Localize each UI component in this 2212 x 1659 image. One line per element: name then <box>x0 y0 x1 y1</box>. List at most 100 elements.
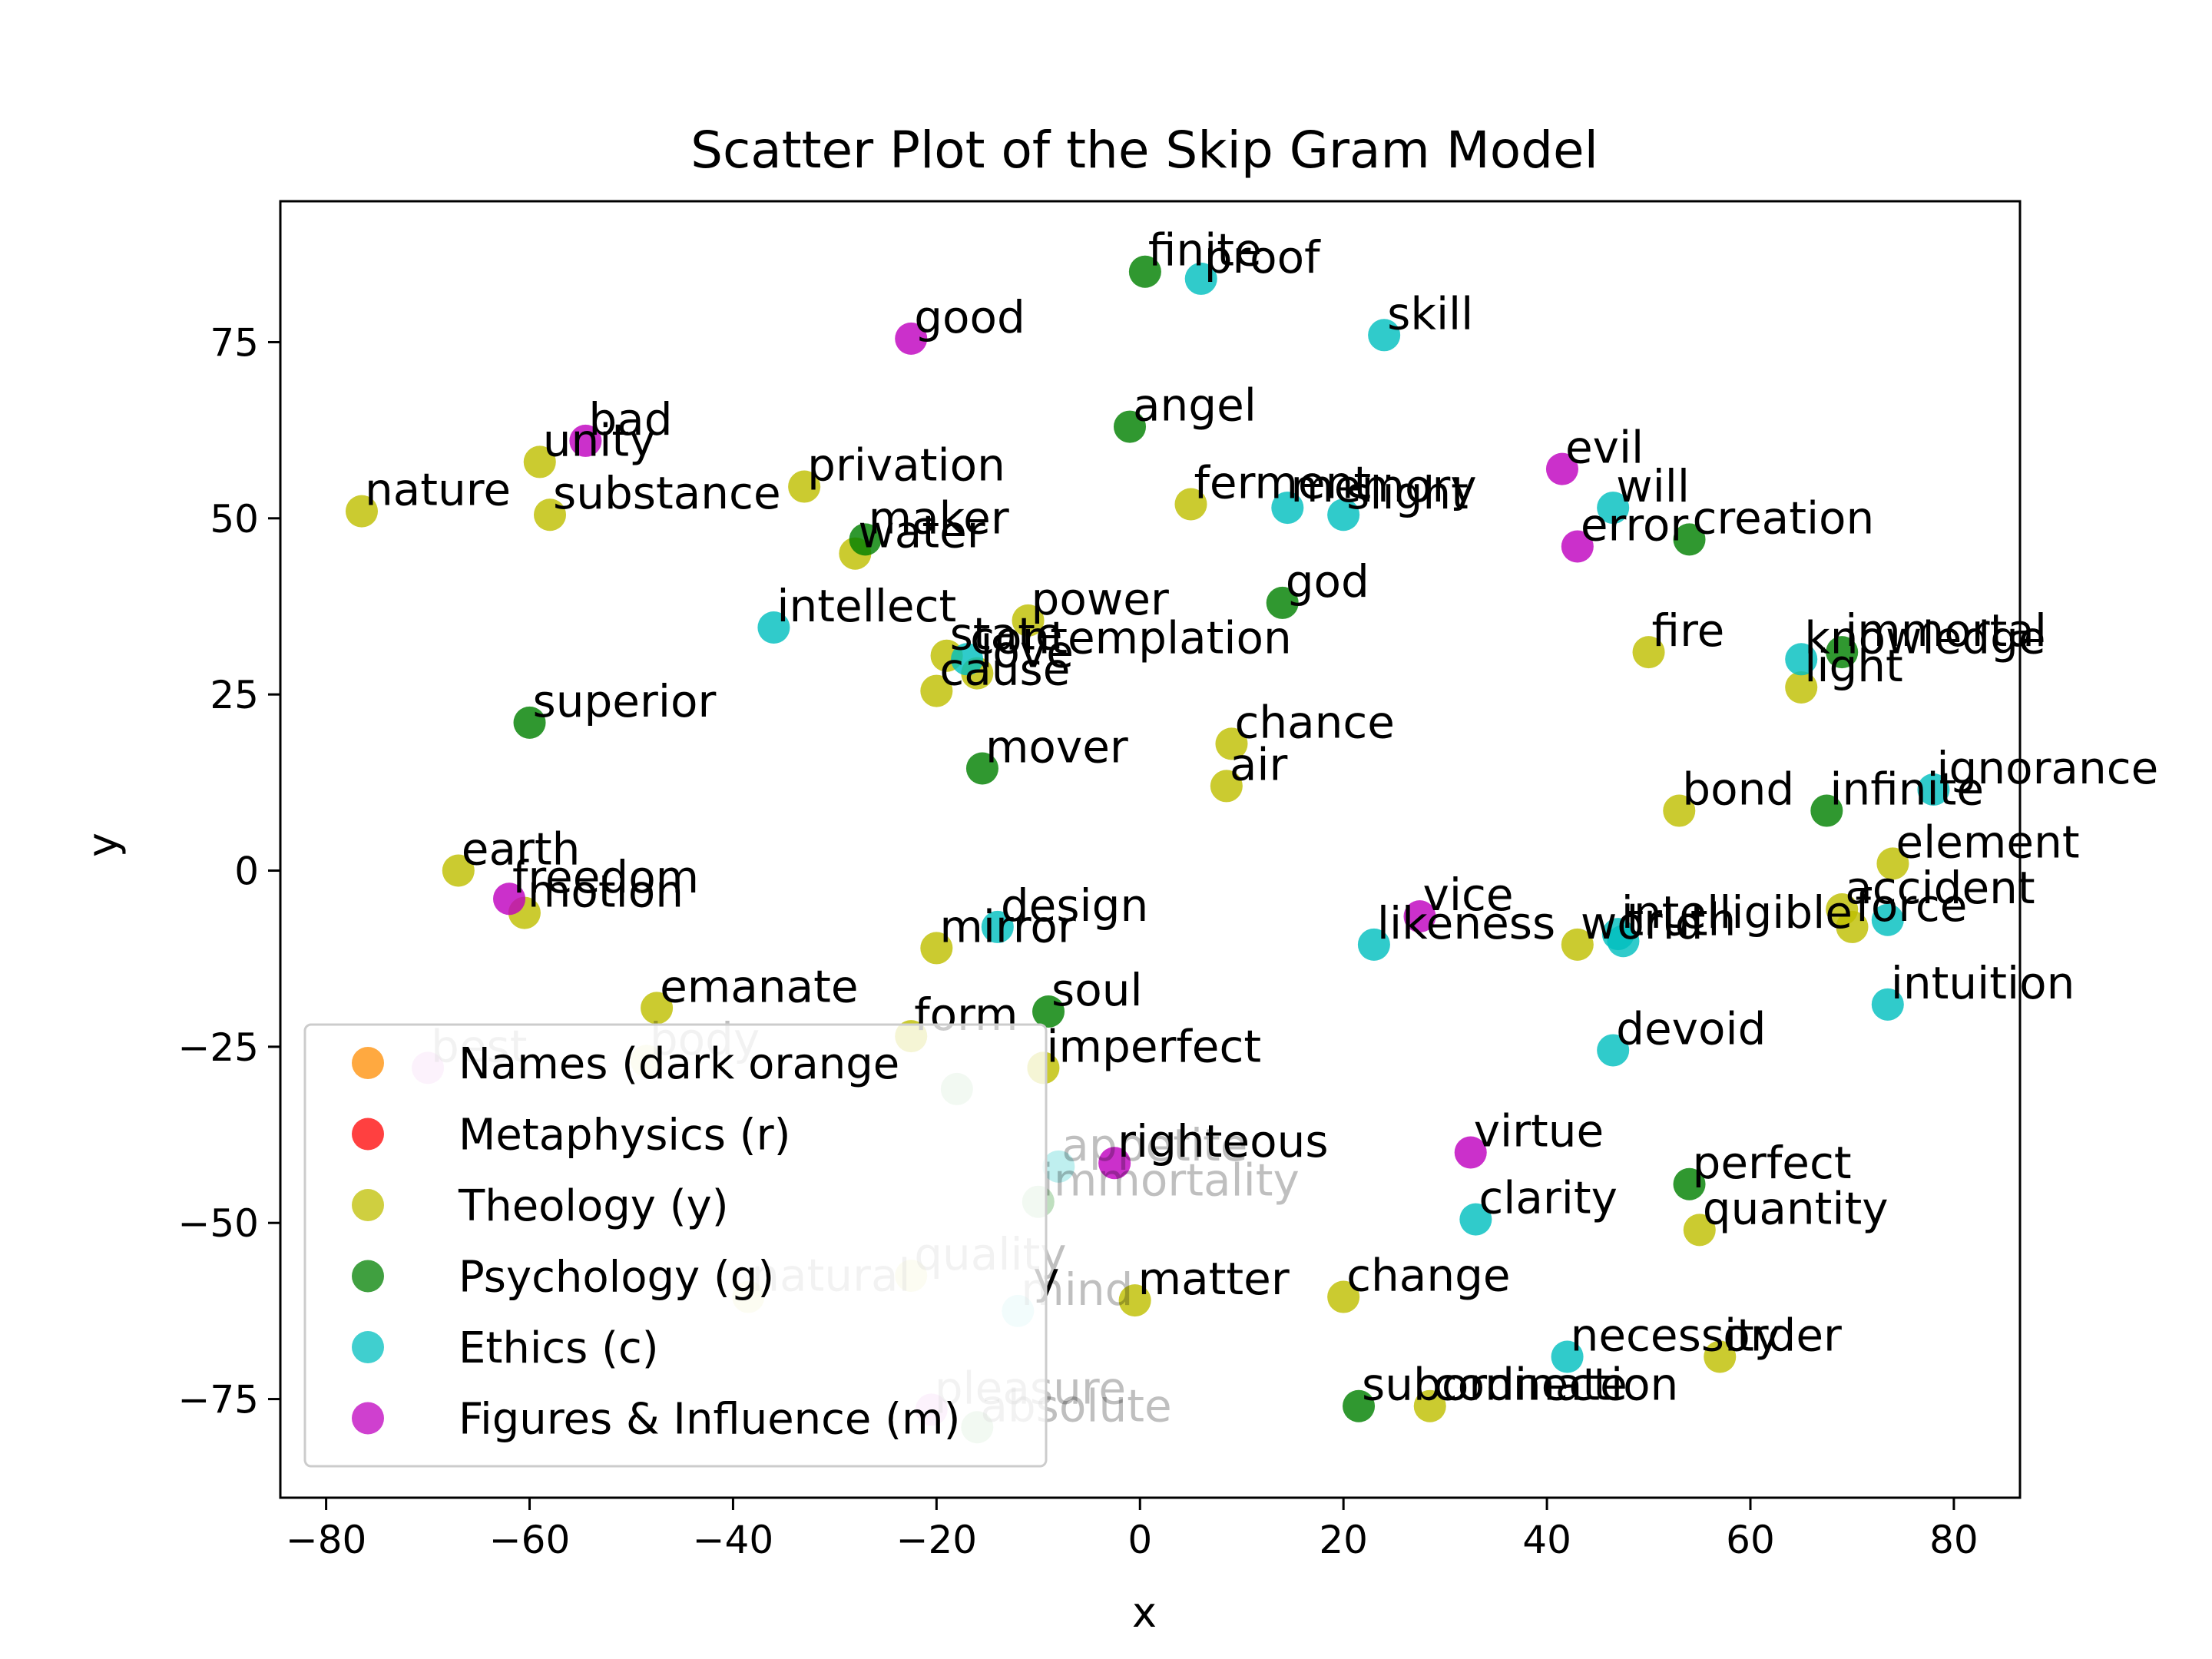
data-point <box>1357 928 1390 961</box>
point-label: fire <box>1652 604 1725 657</box>
legend-entry: Theology (y) <box>458 1181 729 1231</box>
data-point-overlay <box>1114 410 1147 443</box>
chart-title: Scatter Plot of the Skip Gram Model <box>690 121 1598 180</box>
data-point <box>1266 586 1299 619</box>
data-point-overlay <box>1413 1389 1446 1422</box>
data-point-overlay <box>895 322 928 355</box>
point-label: force <box>1855 879 1967 932</box>
point-label: devoid <box>1616 1002 1766 1055</box>
legend-entry: Ethics (c) <box>459 1323 659 1373</box>
data-point-overlay <box>1597 1034 1630 1067</box>
point-label: knowledge <box>1804 611 2045 664</box>
point-label: creation <box>1693 492 1875 544</box>
x-tick-label: 20 <box>1319 1518 1368 1562</box>
x-tick-label: 0 <box>1128 1518 1152 1562</box>
point-label: evil <box>1565 422 1644 474</box>
data-point <box>534 498 567 531</box>
y-axis: −75 −50 −25 0 25 50 75 <box>177 320 280 1422</box>
data-point-overlay <box>1215 727 1248 760</box>
data-point <box>1184 262 1217 295</box>
point-label: emanate <box>660 960 858 1012</box>
data-point <box>1118 1284 1151 1317</box>
point-label: intuition <box>1891 957 2075 1009</box>
point-label: mirror <box>939 900 1075 952</box>
data-point <box>1673 1167 1706 1200</box>
data-point <box>1215 727 1248 760</box>
point-label: accident <box>1845 862 2035 914</box>
data-point-overlay <box>1545 452 1578 485</box>
data-point <box>1597 492 1630 525</box>
point-label: substance <box>553 467 781 519</box>
data-point-overlay <box>1673 1167 1706 1200</box>
data-point-overlay <box>1266 586 1299 619</box>
data-point-overlay <box>493 882 526 916</box>
point-label: light <box>1804 640 1903 692</box>
point-label: clarity <box>1479 1172 1618 1224</box>
x-tick-label: −60 <box>489 1518 571 1562</box>
point-label: superior <box>533 675 717 727</box>
plot-frame <box>279 200 2022 1499</box>
data-point-overlay <box>1368 319 1401 352</box>
data-point-overlay <box>788 470 821 503</box>
data-point-overlay <box>1118 1284 1151 1317</box>
data-point-overlay <box>1551 1340 1584 1373</box>
data-point-overlay <box>1663 794 1696 827</box>
data-point <box>757 611 790 644</box>
point-label: infinite <box>1830 763 1984 816</box>
data-point-overlay <box>920 932 953 965</box>
data-point <box>951 643 984 676</box>
point-label: memory <box>1290 460 1476 512</box>
legend-marker <box>352 1189 384 1221</box>
data-point <box>1871 988 1904 1021</box>
point-label: air <box>1230 738 1288 790</box>
data-point <box>920 674 953 707</box>
data-point <box>1561 530 1594 563</box>
point-label: water <box>858 506 985 558</box>
point-label: privation <box>807 439 1005 492</box>
data-point <box>1413 1389 1446 1422</box>
data-point-overlay <box>345 495 378 528</box>
point-label: connection <box>1433 1359 1679 1411</box>
y-tick-label: −25 <box>177 1025 259 1070</box>
x-tick-label: −20 <box>896 1518 978 1562</box>
point-label: finite <box>1148 224 1262 276</box>
data-point <box>1343 1389 1376 1422</box>
data-point <box>1917 773 1950 806</box>
data-point <box>1368 319 1401 352</box>
data-point <box>1704 1340 1737 1373</box>
point-label: cause <box>939 644 1070 696</box>
data-point-overlay <box>513 706 546 739</box>
data-point <box>1561 928 1594 961</box>
point-label: design <box>1001 879 1148 932</box>
data-point-overlay <box>641 992 674 1025</box>
point-label: likeness <box>1377 897 1555 949</box>
legend-marker <box>352 1331 384 1363</box>
y-tick-label: −75 <box>177 1378 259 1422</box>
data-point-overlay <box>1871 988 1904 1021</box>
point-label: subordinate <box>1362 1359 1628 1411</box>
data-point-overlay <box>951 643 984 676</box>
data-point-overlay <box>757 611 790 644</box>
data-point <box>1454 1136 1487 1169</box>
data-point <box>1810 794 1843 827</box>
x-tick-label: −80 <box>286 1518 367 1562</box>
data-point <box>1271 492 1304 525</box>
legend-marker <box>352 1118 384 1151</box>
data-point <box>1826 636 1859 669</box>
point-label: element <box>1896 816 2079 868</box>
point-label: intelligible <box>1621 886 1853 939</box>
point-label: bad <box>588 393 672 445</box>
data-point <box>1683 1214 1716 1247</box>
data-point-overlay <box>1271 492 1304 525</box>
data-point-overlay <box>1826 636 1859 669</box>
y-tick-label: 75 <box>210 320 259 365</box>
data-point-overlay <box>534 498 567 531</box>
point-label: vice <box>1423 869 1514 921</box>
data-point <box>981 910 1014 943</box>
data-point <box>1663 794 1696 827</box>
data-point-overlay <box>1327 498 1360 531</box>
point-label: necessity <box>1571 1310 1781 1362</box>
data-point-overlay <box>965 752 998 785</box>
data-point-overlay <box>1871 903 1904 936</box>
